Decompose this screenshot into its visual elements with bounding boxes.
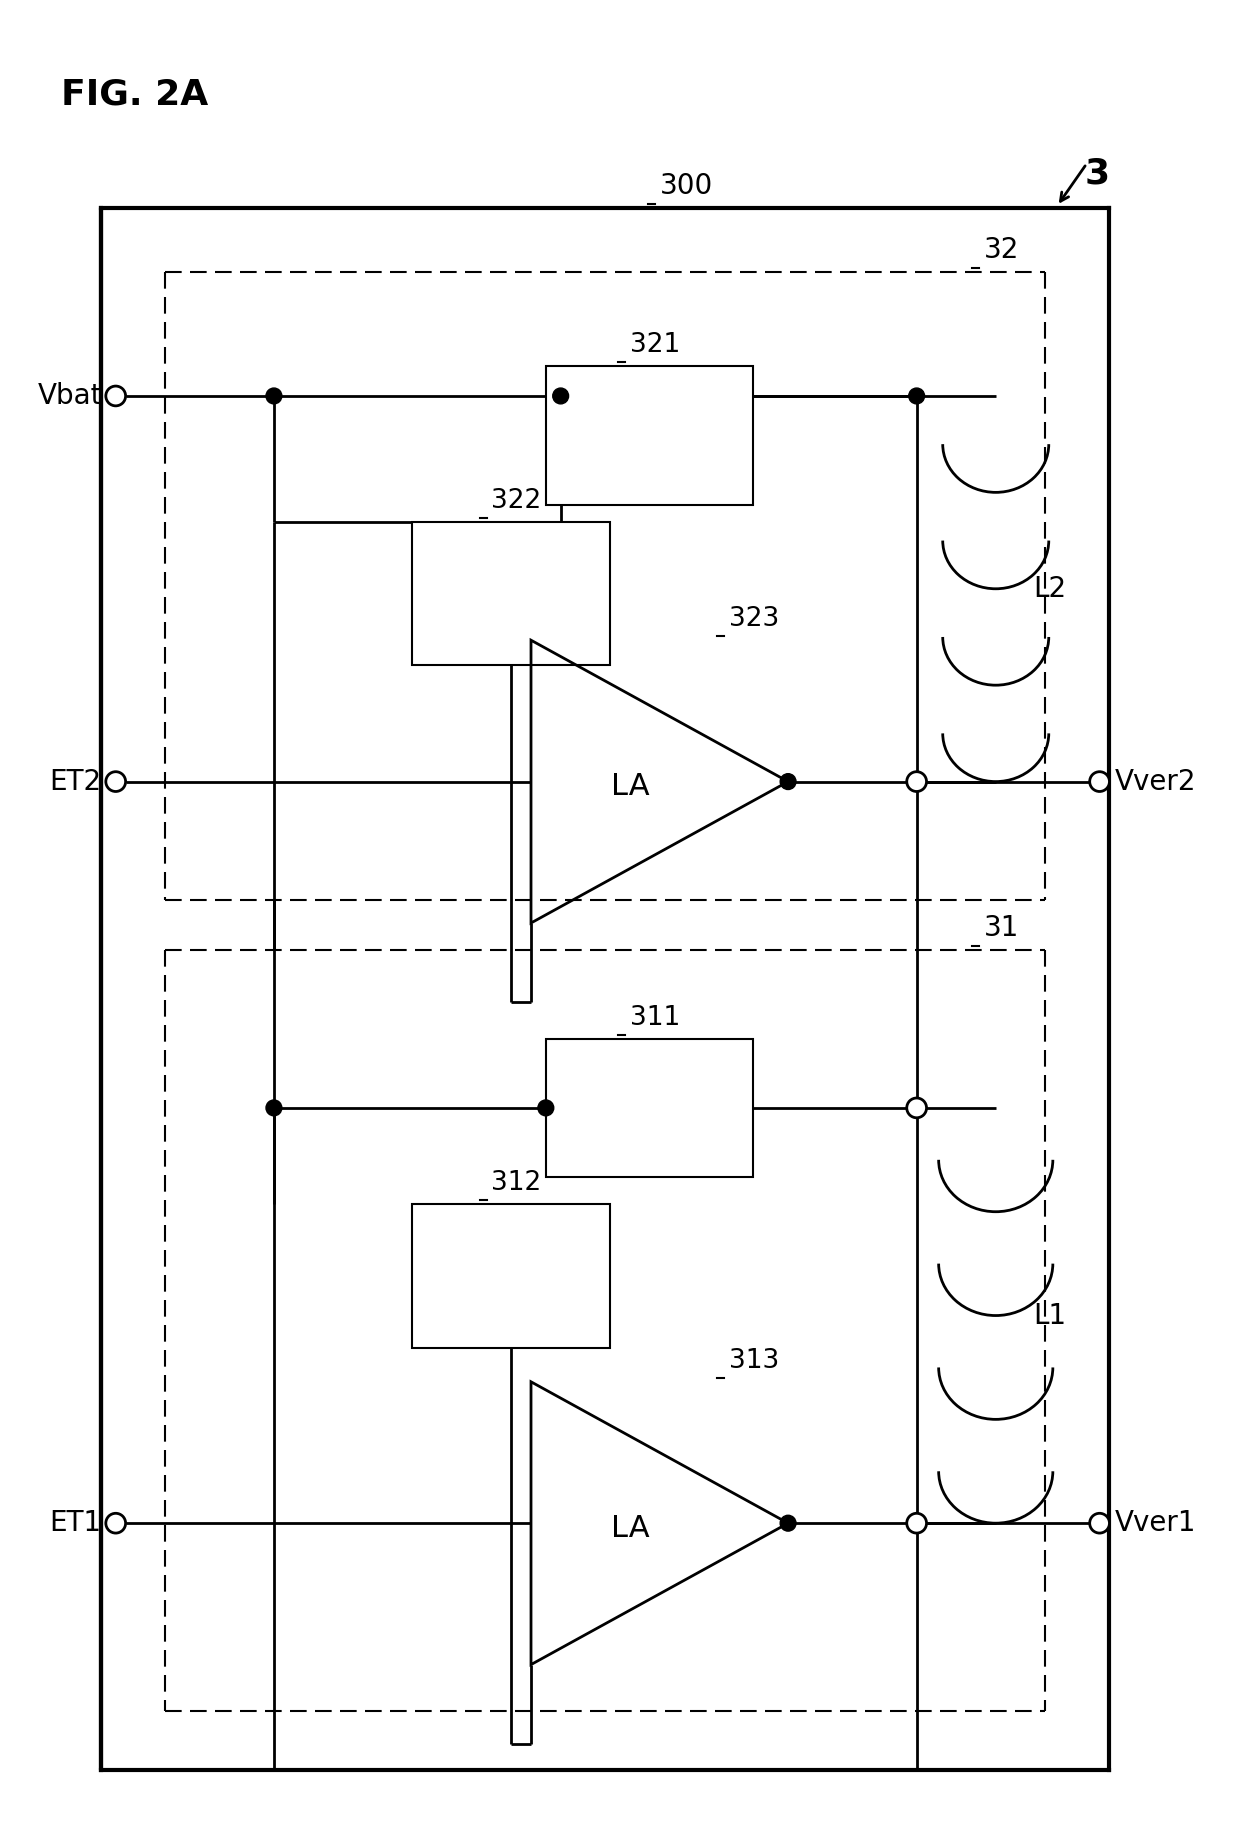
Circle shape: [105, 771, 125, 791]
Text: 31: 31: [983, 915, 1019, 942]
Circle shape: [1090, 771, 1110, 791]
Bar: [413, 1204, 610, 1348]
Circle shape: [906, 1097, 926, 1117]
Text: 322: 322: [491, 489, 542, 514]
Text: CIRCUIT: CIRCUIT: [464, 612, 558, 636]
Text: L1: L1: [1033, 1302, 1066, 1330]
Text: 311: 311: [630, 1005, 680, 1031]
Circle shape: [105, 385, 125, 406]
Circle shape: [553, 387, 569, 404]
Text: CIRCUIT: CIRCUIT: [464, 1294, 558, 1318]
Text: TRANSFORMER: TRANSFORMER: [559, 1097, 739, 1121]
Text: TRANSFORMER: TRANSFORMER: [422, 1267, 601, 1291]
Circle shape: [906, 771, 926, 791]
Text: LA: LA: [610, 1514, 650, 1543]
Text: ET2: ET2: [50, 767, 102, 795]
Circle shape: [1090, 1514, 1110, 1532]
Circle shape: [780, 1516, 796, 1531]
Text: 32: 32: [983, 236, 1019, 264]
Text: CIRCUIT: CIRCUIT: [603, 1125, 697, 1149]
Text: 300: 300: [660, 171, 713, 201]
Bar: [546, 367, 754, 505]
Bar: [413, 522, 610, 666]
Text: STEP-DOWN: STEP-DOWN: [577, 396, 722, 420]
Text: CIRCUIT: CIRCUIT: [603, 454, 697, 478]
Circle shape: [909, 387, 925, 404]
Text: 312: 312: [491, 1171, 542, 1197]
Text: STEP-DOWN: STEP-DOWN: [577, 1068, 722, 1092]
Circle shape: [909, 1516, 925, 1531]
Text: 313: 313: [729, 1348, 779, 1374]
Circle shape: [909, 774, 925, 789]
Text: LA: LA: [610, 773, 650, 800]
Text: STEP-UP: STEP-UP: [463, 553, 560, 577]
Text: 323: 323: [729, 607, 779, 632]
Text: 3: 3: [1085, 157, 1110, 190]
Circle shape: [780, 774, 796, 789]
Text: TRANSFORMER: TRANSFORMER: [422, 585, 601, 609]
Circle shape: [538, 1101, 554, 1116]
Text: Vbat: Vbat: [37, 382, 102, 409]
Text: Vver1: Vver1: [1115, 1508, 1195, 1538]
Text: ET1: ET1: [50, 1508, 102, 1538]
Text: STEP-UP: STEP-UP: [463, 1235, 560, 1259]
Bar: [546, 1038, 754, 1176]
Circle shape: [105, 1514, 125, 1532]
Text: FIG. 2A: FIG. 2A: [61, 77, 208, 112]
Text: Vver2: Vver2: [1115, 767, 1195, 795]
Circle shape: [906, 1514, 926, 1532]
Circle shape: [267, 387, 281, 404]
Text: TRANSFORMER: TRANSFORMER: [559, 426, 739, 450]
Text: L2: L2: [1033, 575, 1066, 603]
Circle shape: [267, 1101, 281, 1116]
Text: 321: 321: [630, 332, 680, 358]
